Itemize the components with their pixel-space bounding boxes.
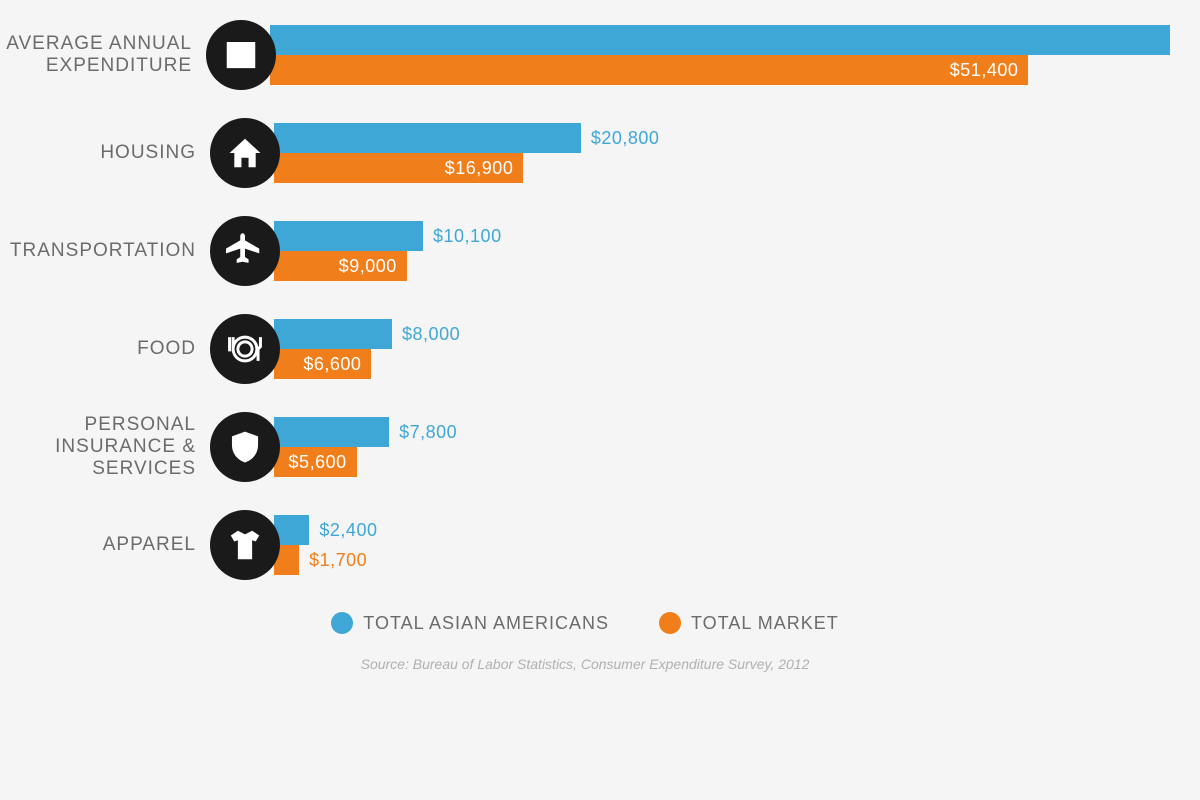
category-label: APPAREL (0, 534, 210, 556)
house-icon (210, 118, 280, 188)
calendar-chart-icon (206, 20, 276, 90)
legend-label: TOTAL ASIAN AMERICANS (363, 613, 609, 634)
plane-icon (210, 216, 280, 286)
bar-value: $51,400 (950, 60, 1019, 81)
bar-asian: $10,100 (274, 221, 423, 251)
bar-group: $8,000 $6,600 (274, 319, 1170, 379)
bar-asian: $20,800 (274, 123, 581, 153)
chart-row: APPAREL $2,400 $1,700 (0, 510, 1170, 580)
bar-value: $2,400 (319, 520, 377, 541)
bar-value: $20,800 (591, 128, 660, 149)
tshirt-icon (210, 510, 280, 580)
category-label: HOUSING (0, 142, 210, 164)
chart-row: AVERAGE ANNUAL EXPENDITURE $51,400 (0, 20, 1170, 90)
bar-value: $7,800 (399, 422, 457, 443)
shield-icon (210, 412, 280, 482)
legend-dot-icon (659, 612, 681, 634)
bar-group: $7,800 $5,600 (274, 417, 1170, 477)
bar-group: $51,400 (270, 25, 1170, 85)
bar-value: $9,000 (339, 256, 397, 277)
chart-row: HOUSING $20,800 $16,900 (0, 118, 1170, 188)
category-label: AVERAGE ANNUAL EXPENDITURE (0, 33, 206, 77)
legend: TOTAL ASIAN AMERICANS TOTAL MARKET (0, 612, 1170, 634)
category-label: TRANSPORTATION (0, 240, 210, 262)
expenditure-bar-chart: AVERAGE ANNUAL EXPENDITURE $51,400 HOUSING… (0, 20, 1170, 580)
bar-group: $20,800 $16,900 (274, 123, 1170, 183)
bar-value: $10,100 (433, 226, 502, 247)
chart-row: FOOD $8,000 $6,600 (0, 314, 1170, 384)
legend-item-market: TOTAL MARKET (659, 612, 839, 634)
legend-label: TOTAL MARKET (691, 613, 839, 634)
bar-value: $5,600 (289, 452, 347, 473)
bar-market: $51,400 (270, 55, 1028, 85)
bar-group: $2,400 $1,700 (274, 515, 1170, 575)
chart-row: TRANSPORTATION $10,100 $9,000 (0, 216, 1170, 286)
bar-market: $16,900 (274, 153, 523, 183)
chart-row: PERSONAL INSURANCE & SERVICES $7,800 $5,60… (0, 412, 1170, 482)
category-label: FOOD (0, 338, 210, 360)
bar-market: $5,600 (274, 447, 357, 477)
bar-value: $8,000 (402, 324, 460, 345)
plate-icon (210, 314, 280, 384)
bar-asian: $7,800 (274, 417, 389, 447)
bar-market: $9,000 (274, 251, 407, 281)
bar-market: $6,600 (274, 349, 371, 379)
bar-group: $10,100 $9,000 (274, 221, 1170, 281)
bar-value: $16,900 (445, 158, 514, 179)
bar-asian: $8,000 (274, 319, 392, 349)
bar-value: $6,600 (303, 354, 361, 375)
category-label: PERSONAL INSURANCE & SERVICES (0, 414, 210, 480)
bar-value: $1,700 (309, 550, 367, 571)
legend-item-asian: TOTAL ASIAN AMERICANS (331, 612, 609, 634)
bar-asian (270, 25, 1170, 55)
legend-dot-icon (331, 612, 353, 634)
source-citation: Source: Bureau of Labor Statistics, Cons… (0, 656, 1170, 672)
